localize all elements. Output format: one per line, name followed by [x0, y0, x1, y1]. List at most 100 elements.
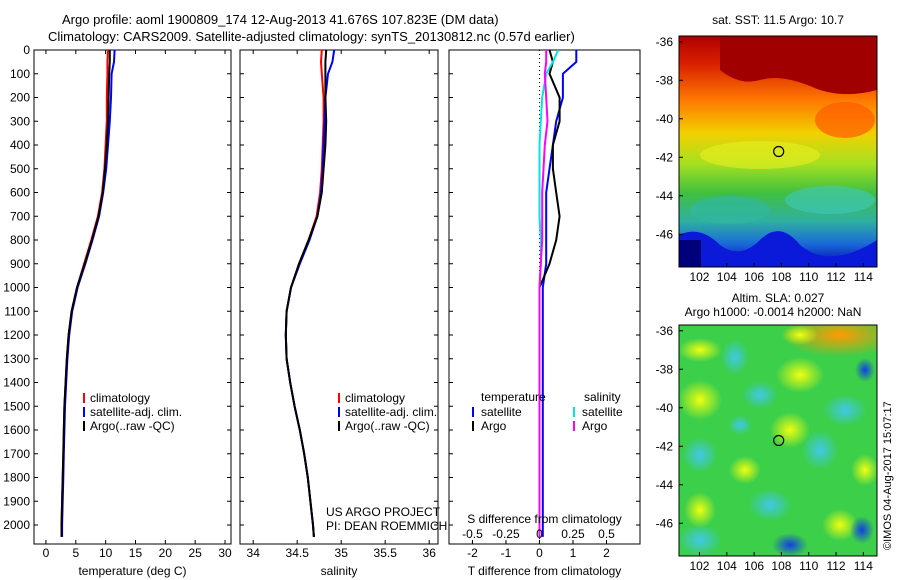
y-tick-label: 700: [10, 209, 30, 223]
x-tick-label: 30: [218, 546, 232, 560]
legend-label: Argo(..raw -QC): [90, 419, 175, 433]
argo-location-marker: [773, 145, 785, 158]
project-text-line2: PI: DEAN ROEMMICH: [326, 519, 447, 533]
y-tick-label: 1400: [3, 376, 30, 390]
legend-label: climatology: [345, 391, 405, 405]
y-tick-label: -36: [656, 324, 674, 338]
sst-patch: [815, 102, 875, 138]
x-tick-label: 35: [335, 546, 349, 560]
legend-label: satellite-adj. clim.: [345, 405, 437, 419]
y-tick-label: 1700: [3, 447, 30, 461]
y-tick-label: 1900: [3, 494, 30, 508]
x-tick-label: 106: [744, 559, 764, 573]
x-tick-label: 20: [159, 546, 173, 560]
y-tick-label: -36: [656, 35, 674, 49]
y-tick-label: -40: [656, 401, 674, 415]
legend-label: Argo: [481, 419, 507, 433]
x-tick-label: 102: [689, 559, 709, 573]
x-tick-label: 108: [771, 559, 791, 573]
sla-anomaly-patch: [728, 415, 752, 435]
sst-patch: [785, 186, 875, 214]
series-line-salinity-argo: [538, 50, 549, 537]
y-tick-label: -42: [656, 439, 674, 453]
sst-patch: [690, 196, 770, 224]
plot-frame: [33, 49, 232, 545]
sla-field: [679, 325, 877, 556]
y-tick-label: 1600: [3, 423, 30, 437]
sst-field: [679, 36, 877, 267]
y-tick-label: 200: [10, 91, 30, 105]
sst-patch: [700, 141, 820, 169]
temperature-profile-panel: 0 5 10 15 20 25 300100200300400500600700800900…: [3, 43, 232, 578]
sla-anomaly-patch: [679, 380, 722, 420]
y-tick-label: 300: [10, 114, 30, 128]
series-line-argo-raw-qc-: [60, 50, 111, 537]
x-tick-label-T: 2: [603, 546, 610, 560]
x-tick-label: 104: [717, 559, 737, 573]
y-tick-label: 1100: [4, 304, 30, 318]
figure-title-line1: Argo profile: aoml 1900809_174 12-Aug-20…: [62, 12, 499, 27]
y-tick-label: 1000: [3, 281, 30, 295]
legend-label: satellite-adj. clim.: [90, 405, 182, 419]
x-tick-label: 35.5: [374, 546, 398, 560]
x-axis-label: temperature (deg C): [78, 564, 186, 578]
x-tick-label-T: 1: [570, 546, 577, 560]
plot-frame: [448, 49, 641, 545]
x-tick-label: 104: [717, 270, 737, 284]
x-tick-label-T: -1: [501, 546, 512, 560]
sla-anomaly-patch: [729, 456, 761, 484]
map-frame: [678, 324, 878, 557]
x-tick-label-T: -2: [467, 546, 478, 560]
sla-anomaly-patch: [802, 430, 838, 470]
x-tick-label: 10: [99, 546, 113, 560]
sla-anomaly-patch: [772, 533, 808, 556]
x-tick-label: 112: [826, 270, 845, 284]
sla-map-title-line1: Altim. SLA: 0.027: [732, 291, 825, 305]
sst-cold-corner: [679, 240, 701, 267]
y-tick-label: 100: [10, 67, 30, 81]
y-tick-label: 400: [10, 138, 30, 152]
x-tick-label-S: 0: [536, 527, 543, 541]
sla-anomaly-patch: [742, 381, 778, 409]
y-tick-label: 1200: [3, 328, 30, 342]
y-tick-label: 600: [10, 186, 30, 200]
y-tick-label: 1500: [3, 399, 30, 413]
y-tick-label: 2000: [3, 518, 30, 532]
legend-label: climatology: [90, 391, 150, 405]
sla-anomaly-patch: [684, 492, 716, 528]
x-tick-label-T: 0: [536, 546, 543, 560]
sst-map-panel: sat. SST: 11.5 Argo: 10.7 102 104 106 108 110…: [656, 13, 878, 284]
x-tick-label: 106: [744, 270, 764, 284]
x-tick-label: 34: [247, 546, 261, 560]
difference-profile-panel: -2 -1 0 1 2 -0.5 -0.25 0 0.25 0.5S difference fro…: [448, 49, 641, 578]
legend-label: satellite: [481, 405, 522, 419]
y-tick-label: 900: [10, 257, 30, 271]
x-tick-label: 0: [43, 546, 50, 560]
top-axis-label: S difference from climatology: [467, 512, 622, 526]
sla-anomaly-patch: [770, 412, 810, 448]
x-tick-label-S: 0.25: [561, 527, 585, 541]
x-tick-label: 110: [799, 559, 818, 573]
sla-map-title-line2: Argo h1000: -0.0014 h2000: NaN: [685, 305, 862, 319]
y-tick-label: -46: [656, 516, 674, 530]
x-tick-label-S: 0.5: [598, 527, 615, 541]
x-tick-label: 25: [189, 546, 203, 560]
x-tick-label: 112: [826, 559, 845, 573]
x-tick-label: 34.5: [286, 546, 310, 560]
y-tick-label: -40: [656, 112, 674, 126]
x-tick-label: 36: [423, 546, 437, 560]
sla-anomaly-patch: [851, 454, 877, 486]
plot-frame: [239, 49, 439, 545]
y-tick-label: 0: [23, 43, 30, 57]
sst-map-title: sat. SST: 11.5 Argo: 10.7: [712, 13, 844, 27]
sst-cold-region: [679, 231, 877, 267]
sla-anomaly-patch: [782, 325, 818, 345]
x-tick-label: 114: [854, 559, 873, 573]
y-tick-label: -44: [656, 189, 674, 203]
legend-title-salinity: salinity: [584, 390, 621, 404]
sla-anomaly-patch: [823, 394, 867, 426]
argo-location-marker: [773, 434, 785, 447]
series-line-temperature-satellite: [541, 50, 578, 537]
